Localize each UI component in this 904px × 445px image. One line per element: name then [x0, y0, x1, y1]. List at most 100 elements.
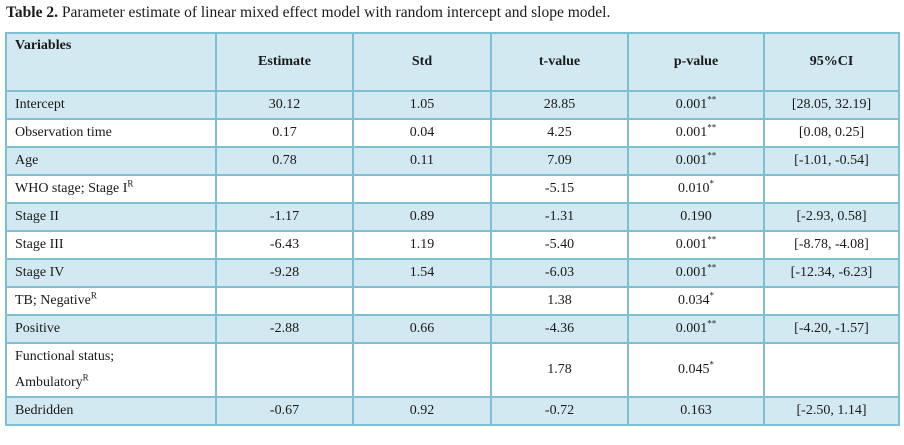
reference-marker: R — [82, 372, 89, 383]
header-p-value: p-value — [627, 32, 765, 92]
p-value-cell: 0.001** — [627, 258, 765, 288]
p-value-cell: 0.001** — [627, 146, 765, 176]
std-cell: 0.04 — [352, 118, 492, 148]
estimate-cell: -9.28 — [215, 258, 354, 288]
estimate-cell: 0.78 — [215, 146, 354, 176]
p-value: 0.163 — [680, 403, 712, 418]
header-estimate: Estimate — [215, 32, 354, 92]
variable-cell: Positive — [5, 314, 217, 344]
variable-name: Positive — [15, 321, 61, 336]
header-variables: Variables — [5, 32, 217, 92]
header-std: Std — [352, 32, 492, 92]
variable-cell: Stage IV — [5, 258, 217, 288]
p-value-cell: 0.001** — [627, 90, 765, 120]
significance-marker: ** — [707, 234, 717, 245]
reference-marker: R — [127, 178, 134, 189]
table-caption-label: Table 2. — [6, 4, 58, 21]
p-value: 0.034 — [678, 293, 710, 308]
ci-cell: [-1.01, -0.54] — [763, 146, 900, 176]
std-cell: 1.19 — [352, 230, 492, 260]
variable-name: TB; Negative — [15, 293, 91, 308]
p-value: 0.001 — [675, 265, 708, 280]
estimate-cell: -6.43 — [215, 230, 354, 260]
estimate-cell — [215, 342, 354, 398]
ci-cell: [-12.34, -6.23] — [763, 258, 900, 288]
p-value: 0.001 — [675, 97, 708, 112]
variable-name: Bedridden — [15, 403, 74, 418]
estimate-cell: -0.67 — [215, 396, 354, 426]
variable-name: Observation time — [15, 125, 112, 140]
variable-name-line2: Ambulatory — [15, 375, 83, 390]
table-row: Stage IV -9.28 1.54 -6.03 0.001** [-12.3… — [5, 258, 900, 288]
std-cell — [352, 342, 492, 398]
t-value-cell: -6.03 — [490, 258, 629, 288]
p-value-cell: 0.001** — [627, 230, 765, 260]
p-value-cell: 0.045* — [627, 342, 765, 398]
std-cell: 0.11 — [352, 146, 492, 176]
variable-cell: Functional status; AmbulatoryR — [5, 342, 217, 398]
table-header-row: Variables Estimate Std t-value p-value 9… — [5, 32, 900, 92]
t-value-cell: 1.38 — [490, 286, 629, 316]
p-value: 0.001 — [675, 321, 708, 336]
variable-cell: Age — [5, 146, 217, 176]
p-value: 0.010 — [678, 181, 710, 196]
p-value: 0.045 — [678, 362, 710, 377]
ci-cell: [-2.50, 1.14] — [763, 396, 900, 426]
table-row: Age 0.78 0.11 7.09 0.001** [-1.01, -0.54… — [5, 146, 900, 176]
estimate-cell — [215, 174, 354, 204]
table-row: Stage II -1.17 0.89 -1.31 0.190 [-2.93, … — [5, 202, 900, 232]
table-caption-text: Parameter estimate of linear mixed effec… — [57, 4, 611, 21]
variable-name: Intercept — [15, 97, 65, 112]
significance-marker: ** — [707, 94, 717, 105]
p-value: 0.001 — [675, 153, 708, 168]
estimate-cell: 30.12 — [215, 90, 354, 120]
t-value-cell: -0.72 — [490, 396, 629, 426]
table-row: Functional status; AmbulatoryR 1.78 0.04… — [5, 342, 900, 398]
p-value: 0.190 — [680, 209, 712, 224]
variable-cell: Observation time — [5, 118, 217, 148]
t-value-cell: -4.36 — [490, 314, 629, 344]
variable-cell: Intercept — [5, 90, 217, 120]
variable-cell: TB; NegativeR — [5, 286, 217, 316]
variable-cell: Stage II — [5, 202, 217, 232]
significance-marker: * — [709, 359, 715, 370]
table-caption: Table 2. Parameter estimate of linear mi… — [6, 4, 610, 22]
t-value-cell: 1.78 — [490, 342, 629, 398]
variable-name: Age — [15, 153, 39, 168]
significance-marker: ** — [707, 150, 717, 161]
table-row: Bedridden -0.67 0.92 -0.72 0.163 [-2.50,… — [5, 396, 900, 426]
std-cell: 0.89 — [352, 202, 492, 232]
ci-cell: [-8.78, -4.08] — [763, 230, 900, 260]
table-row: Intercept 30.12 1.05 28.85 0.001** [28.0… — [5, 90, 900, 120]
variable-cell: Stage III — [5, 230, 217, 260]
t-value-cell: 4.25 — [490, 118, 629, 148]
table-row: Stage III -6.43 1.19 -5.40 0.001** [-8.7… — [5, 230, 900, 260]
variable-name-line2-wrap: AmbulatoryR — [15, 370, 207, 396]
ci-cell: [-4.20, -1.57] — [763, 314, 900, 344]
variable-name: Stage III — [15, 237, 64, 252]
variable-name: WHO stage; Stage I — [15, 181, 128, 196]
estimate-cell: -1.17 — [215, 202, 354, 232]
reference-marker: R — [90, 290, 97, 301]
variable-name: Stage II — [15, 209, 59, 224]
t-value-cell: 28.85 — [490, 90, 629, 120]
variable-name-line1: Functional status; — [15, 349, 115, 364]
variable-cell: Bedridden — [5, 396, 217, 426]
table-row: Observation time 0.17 0.04 4.25 0.001** … — [5, 118, 900, 148]
table-row: TB; NegativeR 1.38 0.034* — [5, 286, 900, 316]
significance-marker: * — [709, 290, 715, 301]
ci-cell: [28.05, 32.19] — [763, 90, 900, 120]
t-value-cell: -5.15 — [490, 174, 629, 204]
t-value-cell: -5.40 — [490, 230, 629, 260]
p-value-cell: 0.001** — [627, 118, 765, 148]
p-value-cell: 0.010* — [627, 174, 765, 204]
header-ci: 95%CI — [763, 32, 900, 92]
std-cell: 0.92 — [352, 396, 492, 426]
std-cell: 1.54 — [352, 258, 492, 288]
ci-cell — [763, 286, 900, 316]
significance-marker: ** — [707, 262, 717, 273]
ci-cell — [763, 342, 900, 398]
std-cell: 1.05 — [352, 90, 492, 120]
std-cell — [352, 174, 492, 204]
ci-cell: [0.08, 0.25] — [763, 118, 900, 148]
